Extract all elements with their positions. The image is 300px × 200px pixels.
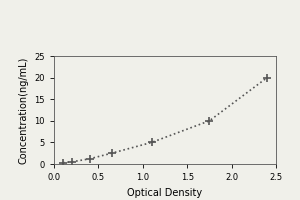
Y-axis label: Concentration(ng/mL): Concentration(ng/mL) [19,56,29,164]
X-axis label: Optical Density: Optical Density [128,188,202,198]
